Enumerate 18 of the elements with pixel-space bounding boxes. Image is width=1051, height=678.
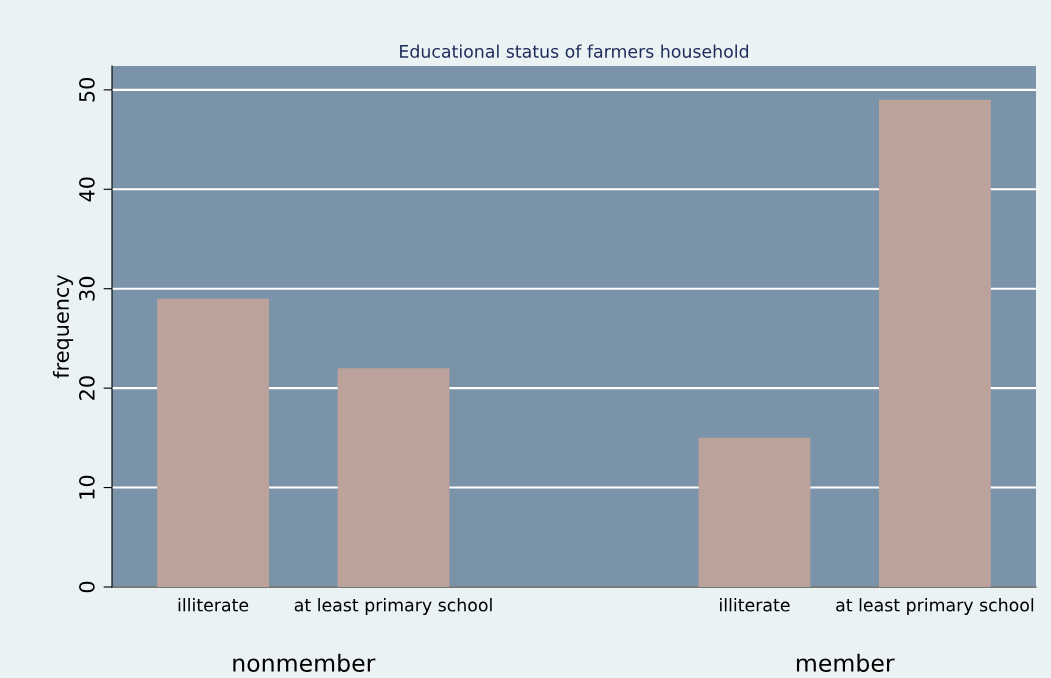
y-tick-label: 20 — [79, 376, 95, 400]
text: nonmember — [233, 653, 376, 672]
bar — [337, 368, 450, 587]
y-tick-label: 10 — [79, 475, 95, 499]
y-tick-label: 40 — [79, 177, 95, 202]
bar — [878, 99, 991, 587]
y-axis-title: frequency — [52, 274, 74, 379]
text: member — [796, 653, 895, 672]
x-tick-label: illiterate — [720, 598, 790, 612]
bar — [157, 298, 270, 587]
chart-title: Educational status of farmers household — [400, 44, 749, 58]
y-tick-label: 0 — [79, 581, 95, 593]
x-tick-label: at least primary school — [836, 598, 1034, 615]
bar — [698, 437, 811, 587]
y-tick-label: 30 — [79, 276, 95, 301]
x-tick-label: illiterate — [178, 598, 249, 612]
x-tick-label: at least primary school — [294, 598, 492, 615]
y-tick-label: 50 — [79, 77, 95, 102]
